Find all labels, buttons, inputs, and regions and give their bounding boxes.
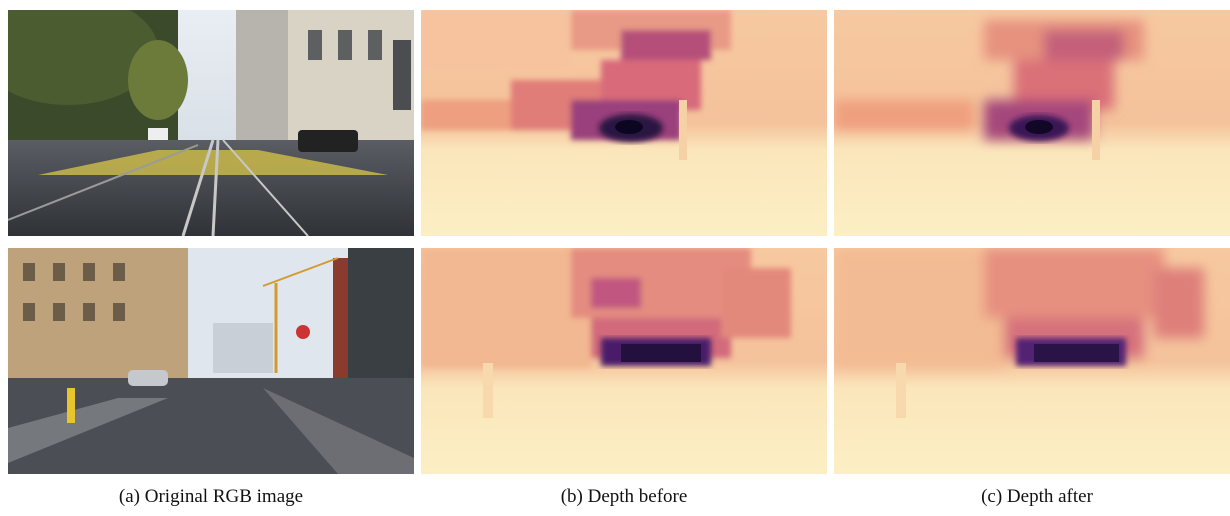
rgb-image-scene-1: [8, 10, 414, 236]
depth-before-scene-2: [421, 248, 827, 474]
caption-c: (c) Depth after: [981, 486, 1093, 507]
caption-b: (b) Depth before: [560, 486, 688, 507]
rgb-image-scene-2: [8, 248, 414, 474]
caption-a: (a) Original RGB image: [118, 486, 304, 507]
depth-before-scene-1: [421, 10, 827, 236]
depth-after-scene-1: [834, 10, 1230, 236]
depth-after-scene-2: [834, 248, 1230, 474]
